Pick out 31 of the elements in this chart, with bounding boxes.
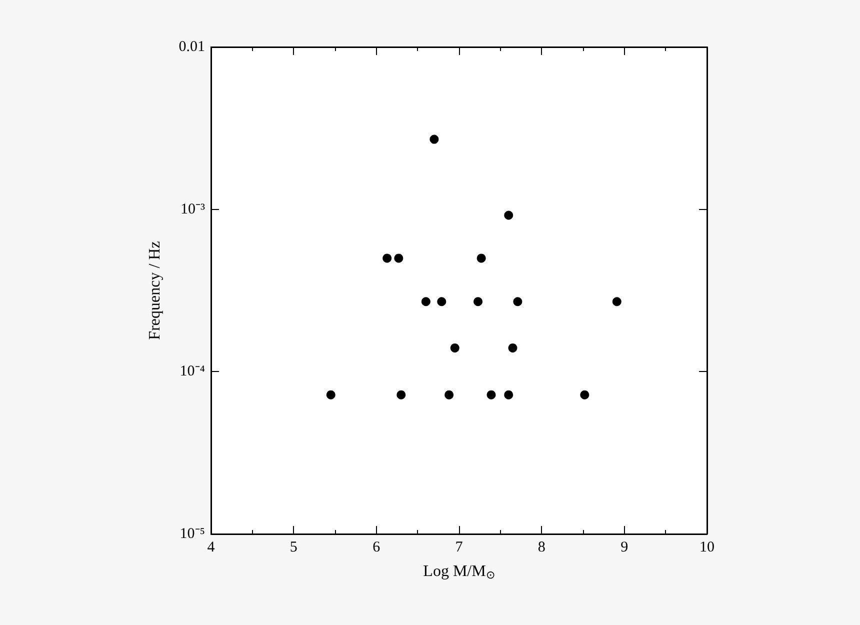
- point: [486, 390, 496, 400]
- x-tick-label: 4: [207, 540, 216, 556]
- x-tick-label: 6: [372, 540, 381, 556]
- point: [504, 390, 514, 400]
- x-tick-label: 7: [455, 540, 464, 556]
- y-axis-title: Frequency / Hz: [146, 241, 164, 340]
- y-tick-label: 10⁻⁴: [180, 364, 205, 380]
- text: 0.01: [178, 39, 205, 55]
- point: [450, 343, 460, 352]
- point: [394, 254, 404, 263]
- y-tick-label: 10⁻³: [180, 201, 206, 218]
- point: [396, 390, 406, 400]
- point: [430, 134, 439, 144]
- x-tick-label: 5: [290, 540, 298, 556]
- point: [444, 390, 454, 400]
- point: [612, 297, 622, 306]
- point: [382, 254, 392, 263]
- point: [474, 297, 483, 306]
- point: [421, 297, 430, 306]
- point: [476, 254, 486, 263]
- x-tick-label: 8: [538, 540, 546, 556]
- point: [504, 210, 514, 220]
- y-tick-label: 10⁻⁵: [180, 526, 205, 542]
- x-tick-label: 9: [620, 540, 628, 556]
- x-tick-label: 10: [700, 540, 714, 556]
- point: [437, 297, 446, 306]
- x-axis-title: Log M/M⊙: [423, 563, 495, 582]
- point: [513, 297, 522, 306]
- point: [580, 390, 590, 400]
- point: [326, 390, 336, 400]
- point: [508, 343, 518, 352]
